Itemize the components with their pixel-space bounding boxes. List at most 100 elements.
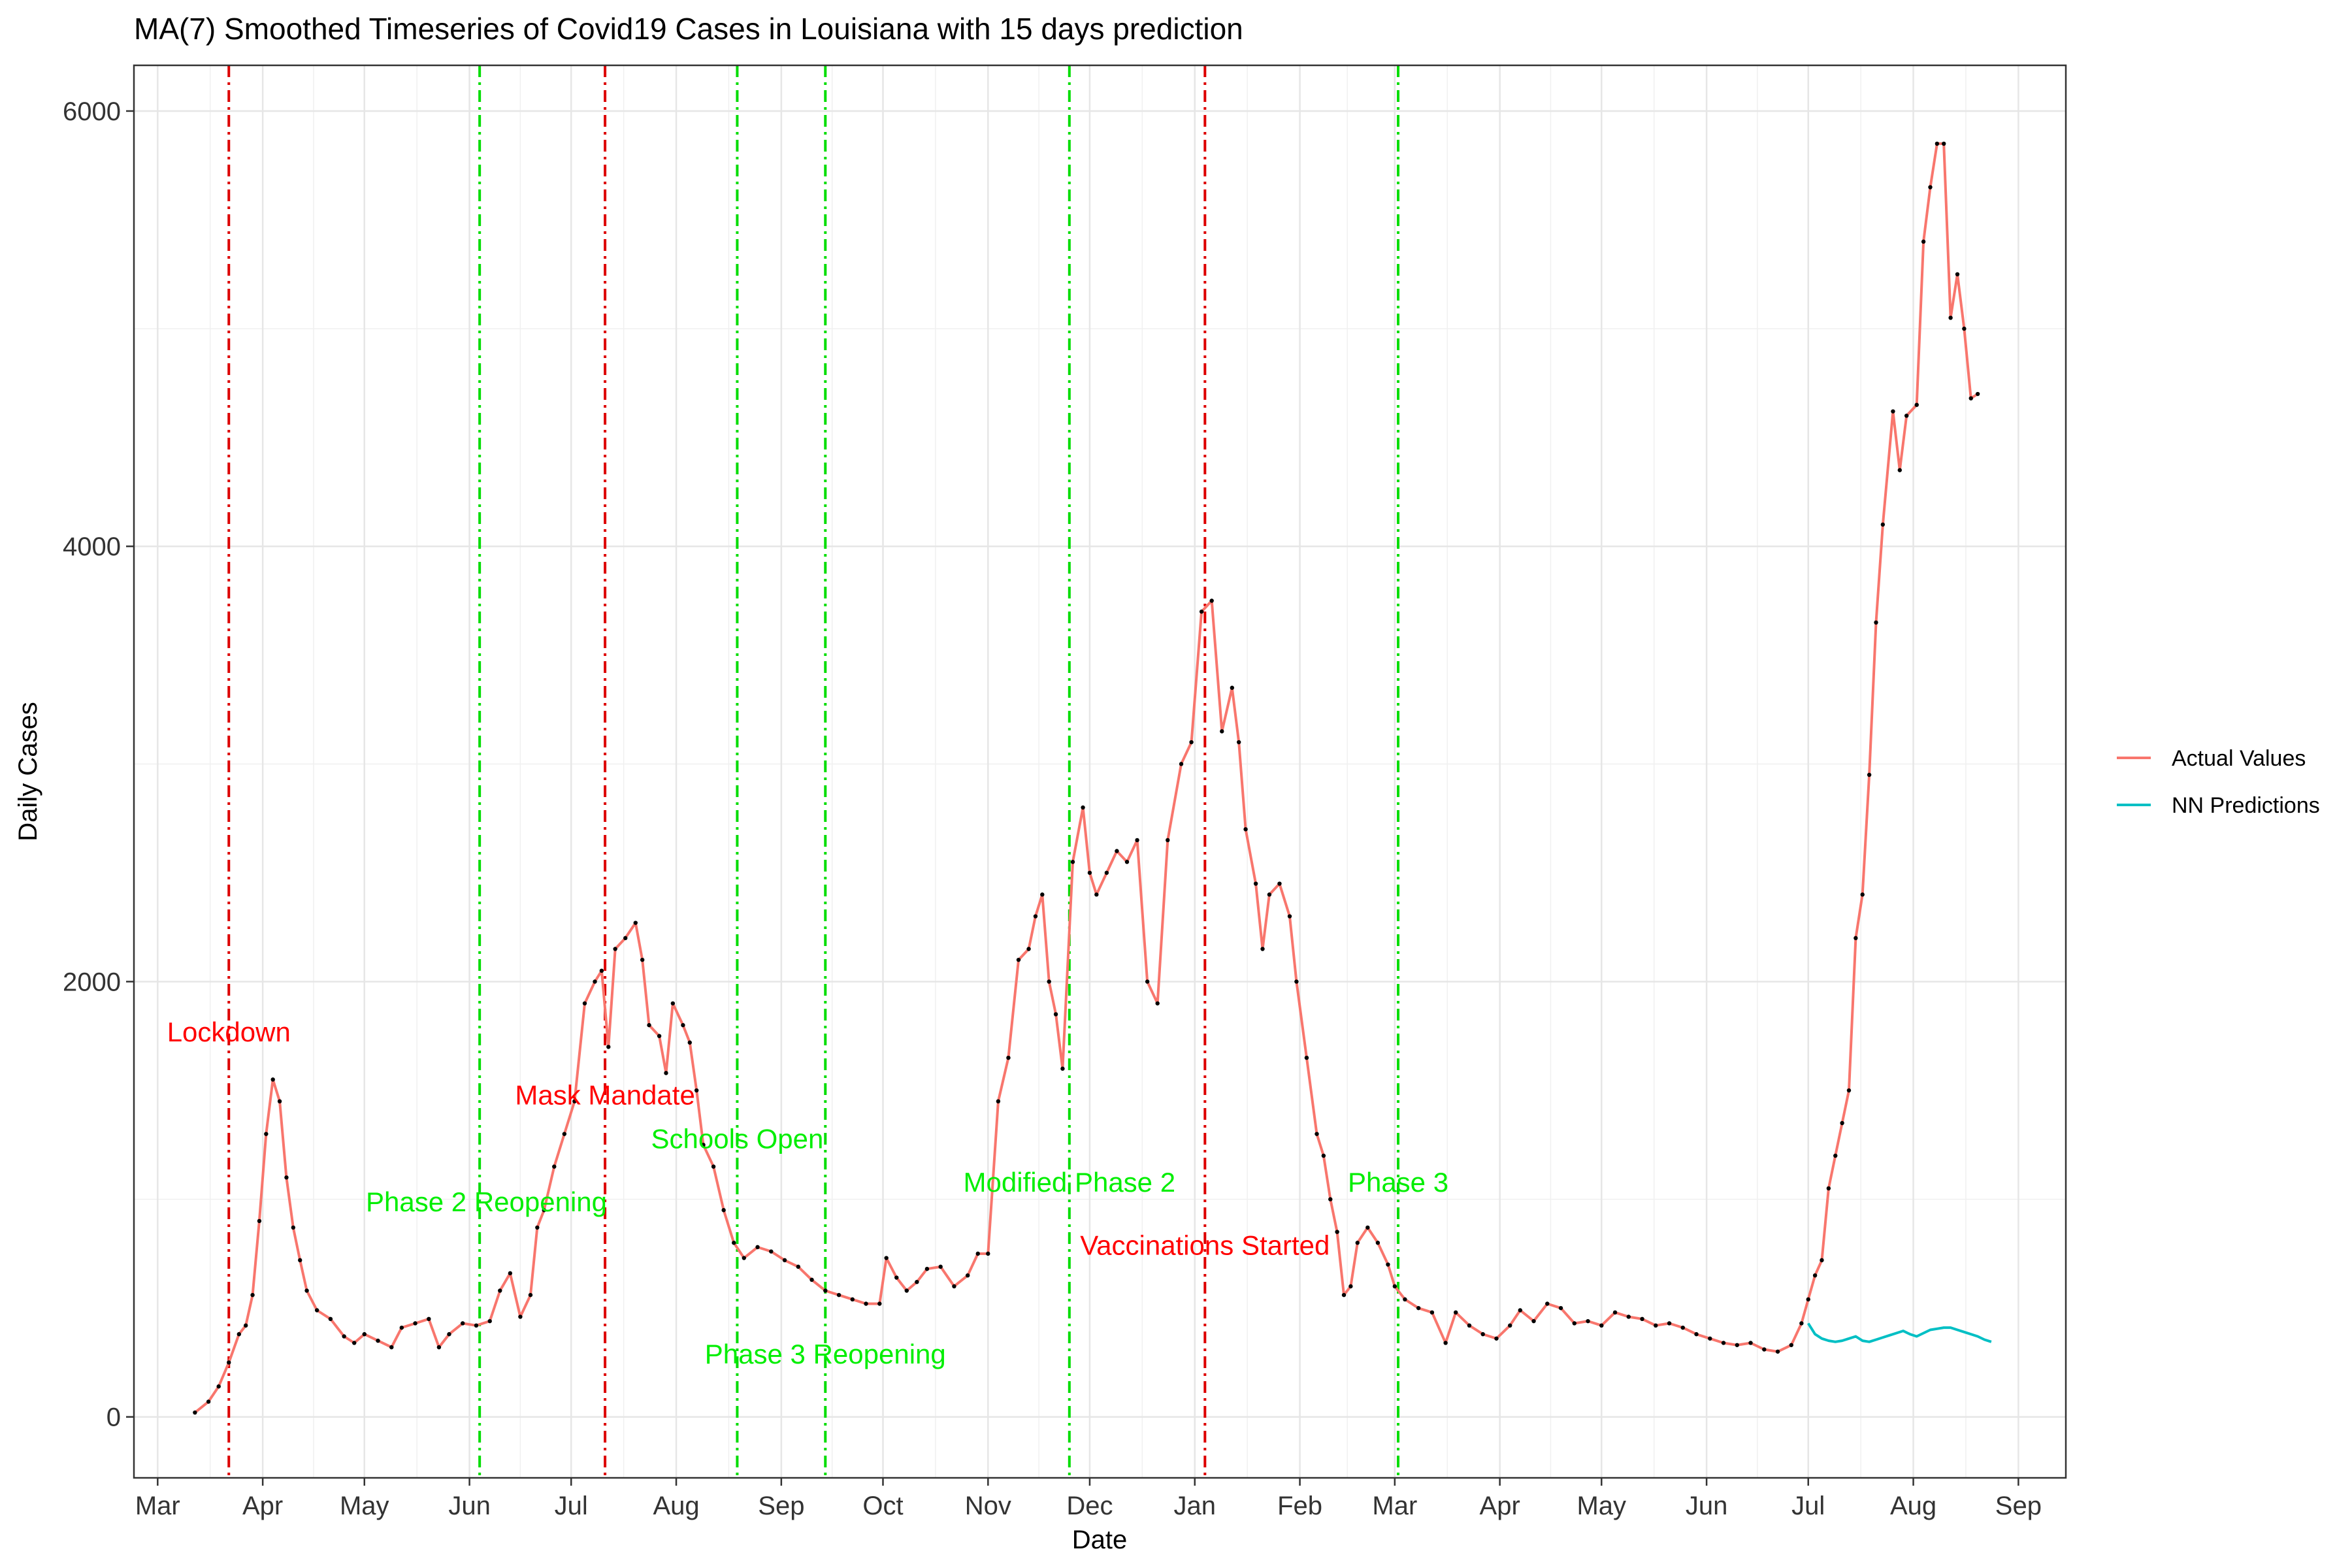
data-point — [1867, 772, 1872, 777]
event-annotation: Vaccinations Started — [1080, 1230, 1330, 1261]
data-point — [1928, 185, 1933, 189]
event-annotation: Lockdown — [167, 1017, 291, 1047]
data-point — [975, 1251, 980, 1256]
data-point — [1429, 1310, 1435, 1315]
data-point — [1348, 1284, 1353, 1289]
data-point — [1612, 1310, 1618, 1315]
data-point — [1826, 1186, 1831, 1191]
data-point — [1880, 522, 1886, 527]
data-point — [664, 1071, 668, 1075]
x-tick-label: Sep — [758, 1492, 804, 1520]
event-annotation: Phase 3 — [1348, 1167, 1448, 1198]
data-point — [1667, 1321, 1672, 1326]
y-tick-label: 6000 — [63, 97, 121, 126]
data-point — [1315, 1132, 1319, 1136]
data-point — [1443, 1341, 1448, 1345]
data-point — [270, 1077, 275, 1082]
data-point — [1572, 1321, 1576, 1326]
data-point — [1494, 1336, 1499, 1341]
data-point — [1135, 838, 1139, 843]
data-point — [1104, 870, 1109, 875]
data-point — [1454, 1310, 1458, 1315]
data-point — [1904, 414, 1909, 418]
data-point — [362, 1331, 367, 1337]
data-point — [1016, 957, 1021, 962]
data-point — [1230, 685, 1235, 690]
x-tick-label: Jul — [1791, 1492, 1825, 1520]
data-point — [996, 1099, 1001, 1103]
data-point — [1328, 1197, 1333, 1201]
data-point — [796, 1264, 800, 1269]
data-point — [1508, 1323, 1512, 1328]
data-point — [599, 968, 604, 973]
data-point — [474, 1323, 479, 1328]
data-point — [1914, 402, 1919, 407]
data-point — [1820, 1258, 1824, 1263]
data-point — [1006, 1055, 1011, 1060]
series-line — [1807, 1322, 1992, 1343]
x-tick-label: Jan — [1174, 1492, 1217, 1520]
data-point — [487, 1318, 492, 1324]
data-point — [528, 1292, 533, 1298]
x-axis-title: Date — [1072, 1526, 1128, 1554]
data-point — [518, 1315, 523, 1319]
data-point — [613, 947, 617, 951]
data-point — [1294, 979, 1299, 984]
data-point — [1040, 892, 1045, 897]
data-point — [461, 1321, 465, 1326]
data-point — [436, 1345, 442, 1350]
data-point — [582, 1001, 587, 1005]
data-point — [535, 1225, 540, 1230]
data-point — [304, 1288, 309, 1293]
data-point — [850, 1297, 855, 1302]
data-point — [206, 1399, 211, 1404]
data-point — [864, 1301, 868, 1306]
data-point — [1586, 1318, 1590, 1324]
data-point — [924, 1266, 930, 1271]
data-point — [1243, 827, 1248, 832]
x-tick-label: Aug — [653, 1492, 699, 1520]
x-tick-label: Nov — [965, 1492, 1011, 1520]
data-point — [1955, 272, 1960, 277]
legend: Actual Values NN Predictions — [2117, 746, 2320, 818]
data-point — [389, 1345, 394, 1350]
grid — [134, 65, 2066, 1478]
data-point — [687, 1040, 692, 1045]
data-point — [732, 1241, 736, 1245]
data-point — [836, 1292, 841, 1298]
data-point — [1124, 860, 1130, 864]
x-tick-label: Jun — [448, 1492, 491, 1520]
data-point — [1891, 409, 1895, 414]
data-point — [1060, 1066, 1065, 1071]
data-point — [1209, 598, 1214, 603]
data-point — [769, 1249, 774, 1254]
data-point — [1812, 1273, 1818, 1278]
x-tick-label: Aug — [1890, 1492, 1936, 1520]
data-point — [1355, 1241, 1360, 1245]
data-point — [1545, 1301, 1550, 1306]
data-point — [952, 1284, 956, 1289]
data-point — [1267, 892, 1272, 897]
x-tick-label: Mar — [1372, 1492, 1417, 1520]
data-point — [1558, 1305, 1563, 1311]
data-point — [1942, 141, 1946, 146]
data-point — [1846, 1088, 1852, 1093]
data-point — [562, 1132, 567, 1136]
data-point — [250, 1292, 255, 1298]
data-point — [1386, 1262, 1390, 1267]
data-point — [1948, 316, 1953, 320]
data-point — [1189, 740, 1194, 745]
data-point — [809, 1277, 814, 1282]
data-point — [542, 1208, 546, 1213]
x-tick-label: Feb — [1277, 1492, 1322, 1520]
data-point — [884, 1256, 889, 1260]
x-tick-label: Jul — [555, 1492, 588, 1520]
data-point — [1762, 1347, 1767, 1352]
data-point — [711, 1164, 716, 1169]
data-point — [1806, 1297, 1810, 1302]
x-tick-label: Jun — [1686, 1492, 1728, 1520]
data-point — [938, 1264, 943, 1269]
y-tick-label: 4000 — [63, 532, 121, 561]
y-tick-label: 2000 — [63, 968, 121, 996]
